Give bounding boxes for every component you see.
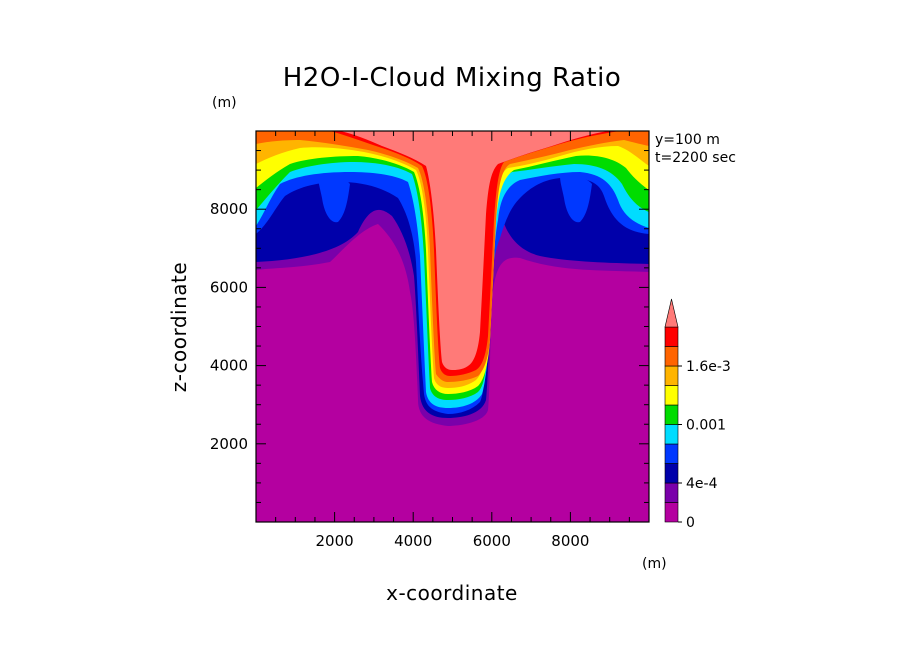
colorbar-swatch — [664, 482, 679, 503]
x-tick-label: 4000 — [394, 532, 432, 550]
colorbar-swatch — [664, 443, 679, 464]
x-axis-title: x-coordinate — [386, 581, 518, 605]
colorbar-extend-max — [664, 298, 679, 328]
annotation-y: y=100 m — [655, 132, 720, 148]
colorbar-swatch — [664, 346, 679, 367]
colorbar-swatch — [664, 365, 679, 386]
colorbar-label: 4e-4 — [686, 476, 718, 492]
colorbar-swatch — [664, 326, 679, 347]
y-axis-title: z-coordinate — [167, 262, 191, 392]
colorbar-swatch — [664, 385, 679, 406]
colorbar-swatch — [664, 424, 679, 445]
chart-title: H2O-I-Cloud Mixing Ratio — [283, 63, 622, 93]
colorbar-label: 0.001 — [686, 418, 726, 434]
y-tick-label: 8000 — [210, 200, 248, 218]
y-tick-label: 6000 — [210, 278, 248, 296]
plot-frame: 2000 4000 6000 8000 2000 4000 6000 8000 — [210, 130, 650, 550]
x-tick-label: 8000 — [551, 532, 589, 550]
annotation-t: t=2200 sec — [655, 150, 736, 166]
colorbar-swatch — [664, 502, 679, 523]
x-tick-label: 6000 — [473, 532, 511, 550]
blue-lobe-right — [560, 176, 592, 223]
y-unit-label: (m) — [212, 95, 237, 111]
x-unit-label: (m) — [642, 556, 667, 572]
x-tick-label: 2000 — [316, 532, 354, 550]
colorbar-label: 1.6e-3 — [686, 359, 731, 375]
y-tick-label: 2000 — [210, 435, 248, 453]
y-tick-label: 4000 — [210, 357, 248, 375]
colorbar-label: 0 — [686, 515, 695, 531]
colorbar: 0 4e-4 0.001 1.6e-3 — [664, 298, 731, 531]
blue-lobe-left — [318, 176, 350, 223]
colorbar-swatch — [664, 404, 679, 425]
contour-field — [256, 131, 649, 522]
axis-ticks — [256, 131, 649, 522]
colorbar-swatch — [664, 463, 679, 484]
contour-level-10 — [340, 131, 608, 370]
axis-tick-labels: 2000 4000 6000 8000 2000 4000 6000 8000 — [210, 200, 590, 550]
